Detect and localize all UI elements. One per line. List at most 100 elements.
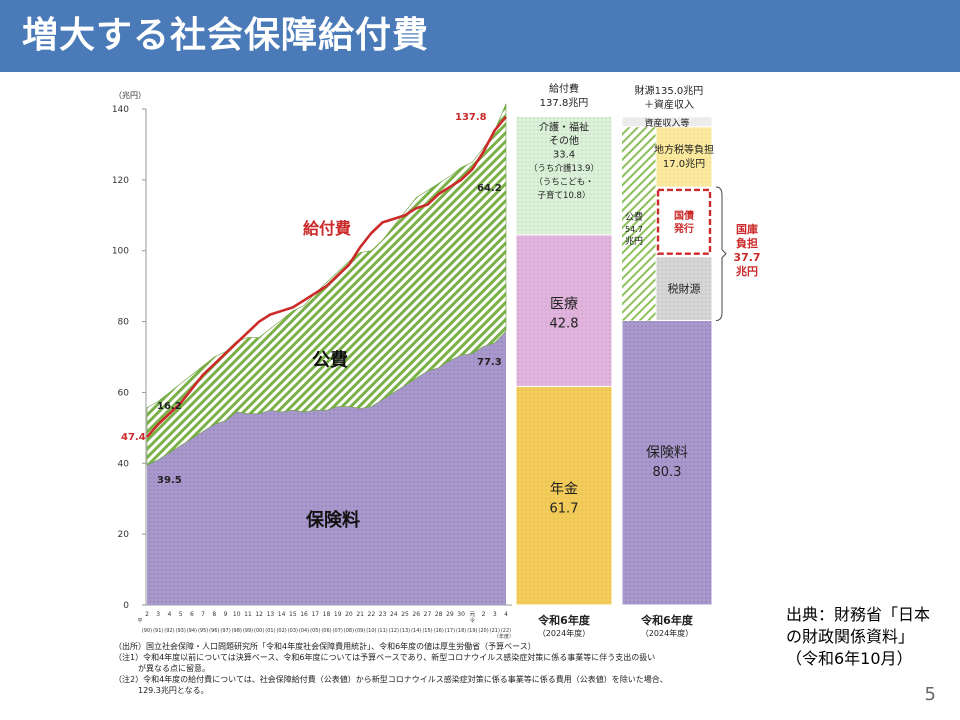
y-tick-label: 40 [118,459,130,469]
x-tick-label: 25 [401,611,409,618]
x-tick-label-western: (03) [288,628,298,634]
footnote-line: 129.3兆円となる。 [114,686,209,695]
x-tick-label-western: (16) [434,628,444,634]
footnote-line: が異なる点に留意。 [114,664,210,673]
bond-issuance-box [656,188,712,255]
segment-label: 33.4 [553,149,575,160]
x-tick-label: 29 [446,611,454,618]
x-tick-label: 28 [435,611,443,618]
national-burden-label: 負担 [736,236,758,250]
x-tick-label: 18 [323,611,331,618]
segment-label: 資産収入等 [644,117,689,129]
x-tick-label: 4 [504,611,508,618]
x-tick-label: 19 [334,611,342,618]
segment-label: 医療 [550,296,578,313]
public-source-label: 兆円 [625,236,643,247]
x-tick-label: 27 [424,611,432,618]
x-tick-label-western: (94) [187,628,197,634]
bar-title: 給付費 [549,82,579,95]
national-burden-label: 37.7 [733,251,760,264]
x-tick-label-western: (09) [355,628,365,634]
x-tick-label-western: (99) [243,628,253,634]
x-tick-label: 13 [267,611,275,618]
x-tick-label: 12 [255,611,263,618]
y-axis-unit: （兆円） [114,90,146,100]
x-tick-label: 23 [379,611,387,618]
era-label-heisei: 平 [137,618,142,624]
x-tick-label-western: (91) [153,628,163,634]
x-tick-label-western: (11) [377,628,387,634]
national-burden-label: 国庫 [736,222,758,236]
x-tick-label-western: (90) [142,628,152,634]
footnote-line: （出所）国立社会保障・人口問題研究所「令和4年度社会保障費用統計」、令和6年度の… [114,642,536,651]
bar-title: 財源135.0兆円 [635,84,704,97]
insurance-label: 保険料 [305,509,360,531]
segment-label: 地方税等負担 [654,143,714,156]
x-tick-label: 元 [469,611,475,618]
bar-segment [515,385,613,606]
x-tick-label-western: (98) [232,628,242,634]
bar-segment [515,234,613,387]
page-number: 5 [924,684,936,705]
benefit-label: 給付費 [303,219,351,238]
benefit-line [146,115,507,438]
x-tick-label: 4 [168,611,172,618]
value-label: 137.8 [455,112,487,123]
national-burden-label: 兆円 [736,264,758,278]
x-tick-label-western: (17) [445,628,455,634]
bar-subtitle: ＋資産収入 [644,98,694,111]
x-tick-label: 3 [156,611,160,618]
x-tick-label-western: (92) [164,628,174,634]
title-bar: 増大する社会保障給付費 [0,0,960,72]
public-strip [622,256,656,321]
x-tick-label-western: (96) [209,628,219,634]
y-tick-label: 60 [118,388,130,398]
footnote-line: （注1）令和4年度以前については決算ベース、令和6年度については予算ベースであり… [114,653,656,662]
bar-category-sub: （2024年度） [641,628,693,638]
value-label: 39.5 [157,475,182,486]
x-tick-label: 14 [278,611,286,618]
bar-segment [621,320,713,606]
segment-label: 子育て10.8） [538,190,591,201]
value-label: 16.2 [157,401,182,412]
segment-label: その他 [549,134,579,147]
value-label: 77.3 [477,357,502,368]
segment-label: 税財源 [668,282,701,296]
source-line: の財政関係資料」 [786,627,915,646]
x-tick-label: 5 [179,611,183,618]
x-tick-label-western: (06) [321,628,331,634]
x-tick-label: 21 [356,611,364,618]
x-tick-label-western: (19) [467,628,477,634]
source-citation: 出典：財務省「日本 の財政関係資料」 （令和6年10月） [786,604,930,670]
x-tick-label: 22 [368,611,376,618]
x-tick-label-western: (95) [198,628,208,634]
y-tick-label: 80 [118,318,130,328]
bar-segment [655,126,713,188]
x-tick-label-western: (08) [344,628,354,634]
y-tick-label: 140 [112,105,129,115]
x-axis-unit: （年度） [494,633,514,640]
segment-label: 保険料 [646,445,688,461]
slide-title: 増大する社会保障給付費 [22,15,430,56]
x-tick-label: 20 [345,611,353,618]
segment-label: （うちこども・ [534,176,594,187]
x-tick-label: 2 [145,611,149,618]
x-tick-label: 26 [412,611,420,618]
y-tick-label: 20 [118,530,130,540]
x-tick-label: 24 [390,611,398,618]
segment-label: 国債 [674,209,694,222]
x-tick-label-western: (20) [478,628,488,634]
footnote-line: （注2）令和4年度の給付費については、社会保障給付費（公表値）から新型コロナウイ… [114,675,668,684]
y-tick-label: 0 [123,601,129,611]
x-tick-label-western: (05) [310,628,320,634]
segment-label: 年金 [550,482,578,498]
public-strip [622,126,656,187]
x-tick-label-western: (10) [366,628,376,634]
segment-value: 61.7 [550,502,579,517]
bar-segment [515,115,613,236]
public-label: 公費 [312,349,348,371]
x-tick-label-western: (93) [176,628,186,634]
x-tick-label: 10 [233,611,241,618]
x-tick-label: 9 [224,611,228,618]
